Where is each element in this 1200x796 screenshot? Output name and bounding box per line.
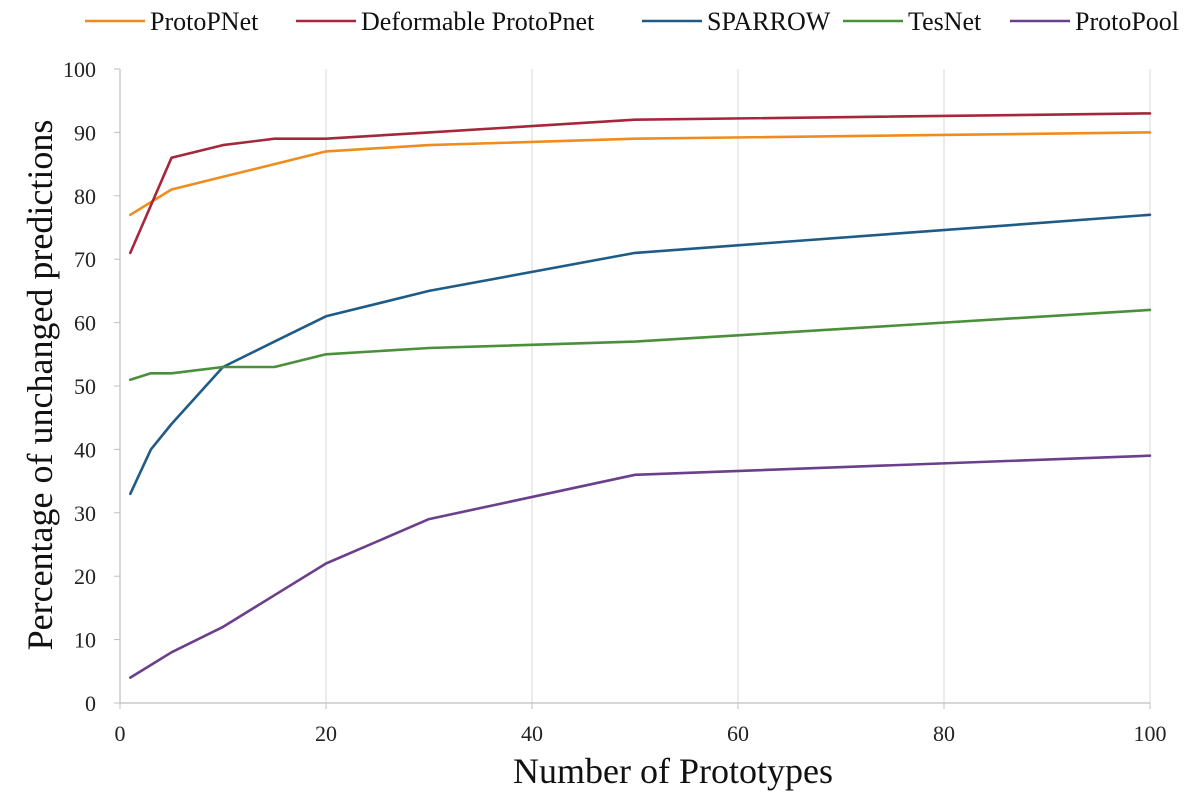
y-tick-label-70: 70 (74, 247, 96, 272)
series-line-deformable-protopnet (129, 112, 1152, 255)
axes (114, 68, 1151, 709)
y-tick-label-60: 60 (74, 311, 96, 336)
x-tick-label-20: 20 (315, 721, 337, 746)
y-tick-label-50: 50 (74, 374, 96, 399)
y-tick-label-90: 90 (74, 120, 96, 145)
y-tick-label-30: 30 (74, 501, 96, 526)
y-tick-label-100: 100 (63, 57, 96, 82)
legend-item-protopnet: ProtoPNet (85, 7, 259, 36)
legend-item-protopool: ProtoPool (1010, 7, 1179, 36)
legend-label-protopnet: ProtoPNet (150, 7, 259, 36)
legend: ProtoPNet Deformable ProtoPnet SPARROW TesN… (85, 7, 1179, 36)
legend-label-sparrow: SPARROW (707, 7, 831, 36)
tick-labels: 0 10 20 30 40 50 60 70 80 90 100 0 20 40 60 80 100 (63, 57, 1167, 746)
y-tick-label-10: 10 (74, 628, 96, 653)
legend-item-tesnet: TesNet (843, 7, 982, 36)
x-tick-label-60: 60 (727, 721, 749, 746)
y-tick-label-20: 20 (74, 564, 96, 589)
series-group (129, 112, 1152, 679)
series-line-tesnet (129, 308, 1152, 382)
legend-label-tesnet: TesNet (908, 7, 982, 36)
series-line-protopool (129, 454, 1152, 679)
legend-item-deformable-protopnet: Deformable ProtoPnet (296, 7, 595, 36)
x-tick-label-40: 40 (521, 721, 543, 746)
y-tick-label-0: 0 (85, 691, 96, 716)
y-tick-label-40: 40 (74, 437, 96, 462)
legend-item-sparrow: SPARROW (642, 7, 831, 36)
x-tick-label-0: 0 (115, 721, 126, 746)
series-line-sparrow (129, 213, 1152, 496)
y-tick-label-80: 80 (74, 184, 96, 209)
legend-label-protopool: ProtoPool (1075, 7, 1179, 36)
x-axis-label: Number of Prototypes (513, 751, 833, 791)
y-axis-label: Percentage of unchanged predictions (20, 120, 60, 651)
x-tick-label-100: 100 (1134, 721, 1167, 746)
grid (325, 69, 1151, 703)
legend-label-deformable-protopnet: Deformable ProtoPnet (361, 7, 595, 36)
x-tick-label-80: 80 (933, 721, 955, 746)
series-line-protopnet (129, 131, 1152, 217)
